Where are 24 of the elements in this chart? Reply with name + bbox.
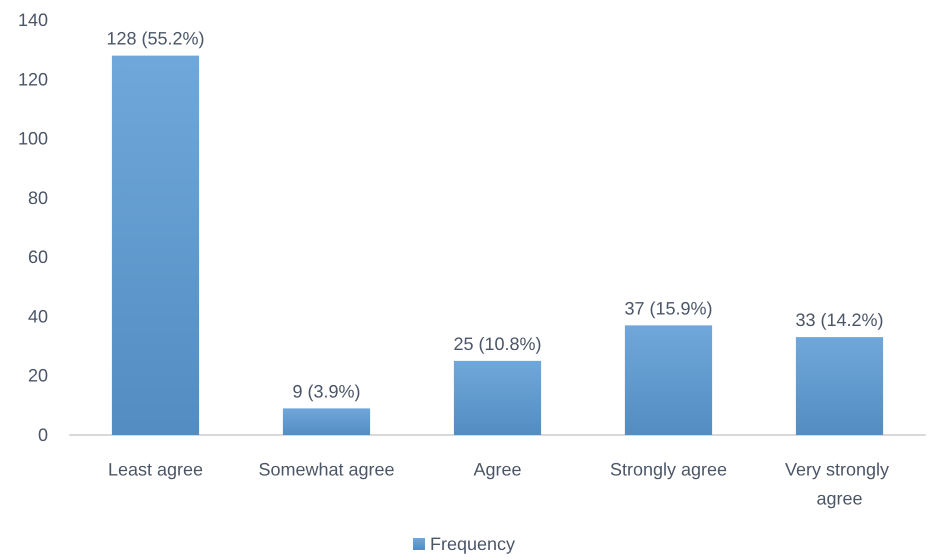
bar	[624, 325, 712, 435]
y-tick-label: 40	[28, 306, 48, 326]
x-tick-label: Least agree	[108, 460, 204, 480]
bar	[112, 56, 200, 435]
data-label: 33 (14.2%)	[795, 310, 884, 330]
x-tick-label: Somewhat agree	[258, 460, 395, 480]
data-label: 9 (3.9%)	[292, 381, 361, 402]
bar	[282, 408, 370, 435]
bar	[454, 360, 542, 435]
x-tick-label: Very strongly agree	[784, 460, 894, 508]
x-tick-label: Strongly agree	[610, 460, 728, 480]
data-label: 37 (15.9%)	[624, 298, 713, 318]
x-tick-label: Agree	[473, 460, 522, 480]
y-tick-label: 100	[18, 128, 48, 149]
y-tick-label: 140	[18, 10, 48, 30]
legend-label: Frequency	[430, 534, 516, 554]
y-tick-label: 0	[38, 425, 48, 445]
data-label: 128 (55.2%)	[106, 28, 205, 49]
y-tick-label: 80	[28, 188, 48, 208]
data-label: 25 (10.8%)	[453, 334, 542, 354]
bar	[796, 337, 884, 435]
y-tick-label: 60	[28, 247, 48, 268]
y-tick-label: 120	[18, 69, 48, 90]
y-tick-label: 20	[28, 366, 48, 386]
